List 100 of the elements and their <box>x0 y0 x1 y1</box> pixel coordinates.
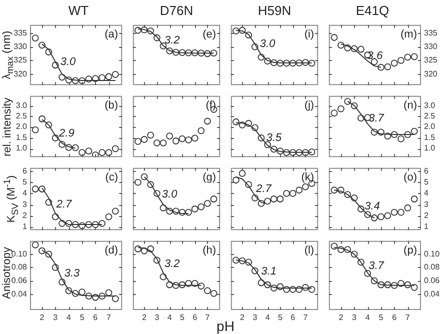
point <box>112 145 119 152</box>
point <box>160 42 167 50</box>
x-tick-label: 3 <box>53 313 58 322</box>
annotation: (l) <box>304 244 314 256</box>
point <box>134 138 142 145</box>
point <box>160 139 167 146</box>
point <box>245 32 252 38</box>
point <box>283 60 290 67</box>
point <box>153 34 160 42</box>
point <box>72 290 79 297</box>
y-tick-label: 320 <box>14 69 28 78</box>
y-tick-label: 1 <box>424 222 429 231</box>
point <box>92 221 99 228</box>
y-tick-label: 0.04 <box>11 289 28 298</box>
point <box>296 149 303 156</box>
point <box>38 115 46 122</box>
point <box>72 77 79 84</box>
point <box>166 47 173 54</box>
point <box>153 190 160 197</box>
point <box>390 60 398 67</box>
point <box>204 287 211 294</box>
point <box>357 114 364 122</box>
point <box>245 120 252 127</box>
point <box>147 245 154 252</box>
point <box>270 196 278 202</box>
point <box>185 208 192 216</box>
y-tick-label: 0.06 <box>11 276 28 285</box>
point <box>378 281 384 288</box>
point <box>198 50 205 57</box>
point <box>398 135 404 142</box>
point <box>289 60 296 67</box>
x-axis-title: pH <box>216 318 234 334</box>
point <box>112 295 119 302</box>
point <box>92 294 99 301</box>
annotation: 3.1 <box>261 266 276 278</box>
point <box>172 208 180 215</box>
annotation: 3.0 <box>162 188 178 201</box>
annotation: (g) <box>202 171 216 184</box>
x-tick-label: 6 <box>93 313 98 322</box>
point <box>45 250 52 258</box>
point <box>172 282 180 289</box>
point <box>238 170 246 177</box>
point <box>185 280 192 287</box>
x-tick-label: 4 <box>66 313 72 322</box>
annotation: (b) <box>104 99 118 112</box>
point <box>302 284 309 291</box>
chart-title: E41Q <box>354 3 390 18</box>
point <box>350 102 358 110</box>
point <box>45 121 52 128</box>
y-tick-label: 5 <box>22 178 28 187</box>
y-axis-title: rel. intensity <box>0 96 14 158</box>
point <box>330 242 338 250</box>
point <box>364 270 372 277</box>
point <box>302 58 309 66</box>
point <box>384 132 392 140</box>
point <box>289 286 296 293</box>
point <box>232 118 240 126</box>
point <box>337 105 344 112</box>
point <box>350 45 358 52</box>
point <box>134 26 142 34</box>
point <box>134 245 142 252</box>
point <box>52 264 59 271</box>
x-tick-label: 3 <box>352 313 358 322</box>
point <box>210 196 218 202</box>
point <box>258 200 265 207</box>
point <box>238 26 246 34</box>
point <box>344 246 352 253</box>
point <box>178 281 186 288</box>
annotation: 3.2 <box>164 34 180 47</box>
chart-title: H59N <box>256 3 292 18</box>
annotation: (d) <box>104 244 118 256</box>
point <box>153 139 160 146</box>
x-tick-label: 4 <box>365 313 370 322</box>
point <box>296 59 303 66</box>
point <box>232 176 240 184</box>
y-tick-label: 1.5 <box>16 132 28 142</box>
point <box>258 279 265 286</box>
point <box>58 278 66 286</box>
annotation: (p) <box>404 244 417 256</box>
annotation: (m) <box>400 28 417 40</box>
point <box>166 132 173 140</box>
point <box>38 42 46 49</box>
point <box>147 181 154 188</box>
point <box>404 281 412 288</box>
point <box>289 190 296 197</box>
annotation: (a) <box>104 28 118 40</box>
point <box>45 198 52 206</box>
point <box>357 258 364 266</box>
point <box>364 211 372 218</box>
point <box>166 208 173 215</box>
point <box>264 58 271 64</box>
x-tick-label: 7 <box>106 313 112 322</box>
x-tick-label: 3 <box>154 313 160 322</box>
point <box>251 43 258 50</box>
point <box>185 136 192 144</box>
point <box>330 186 338 194</box>
point <box>245 258 252 266</box>
point <box>191 206 198 212</box>
y-tick-label: 325 <box>424 56 438 65</box>
point <box>112 208 119 215</box>
